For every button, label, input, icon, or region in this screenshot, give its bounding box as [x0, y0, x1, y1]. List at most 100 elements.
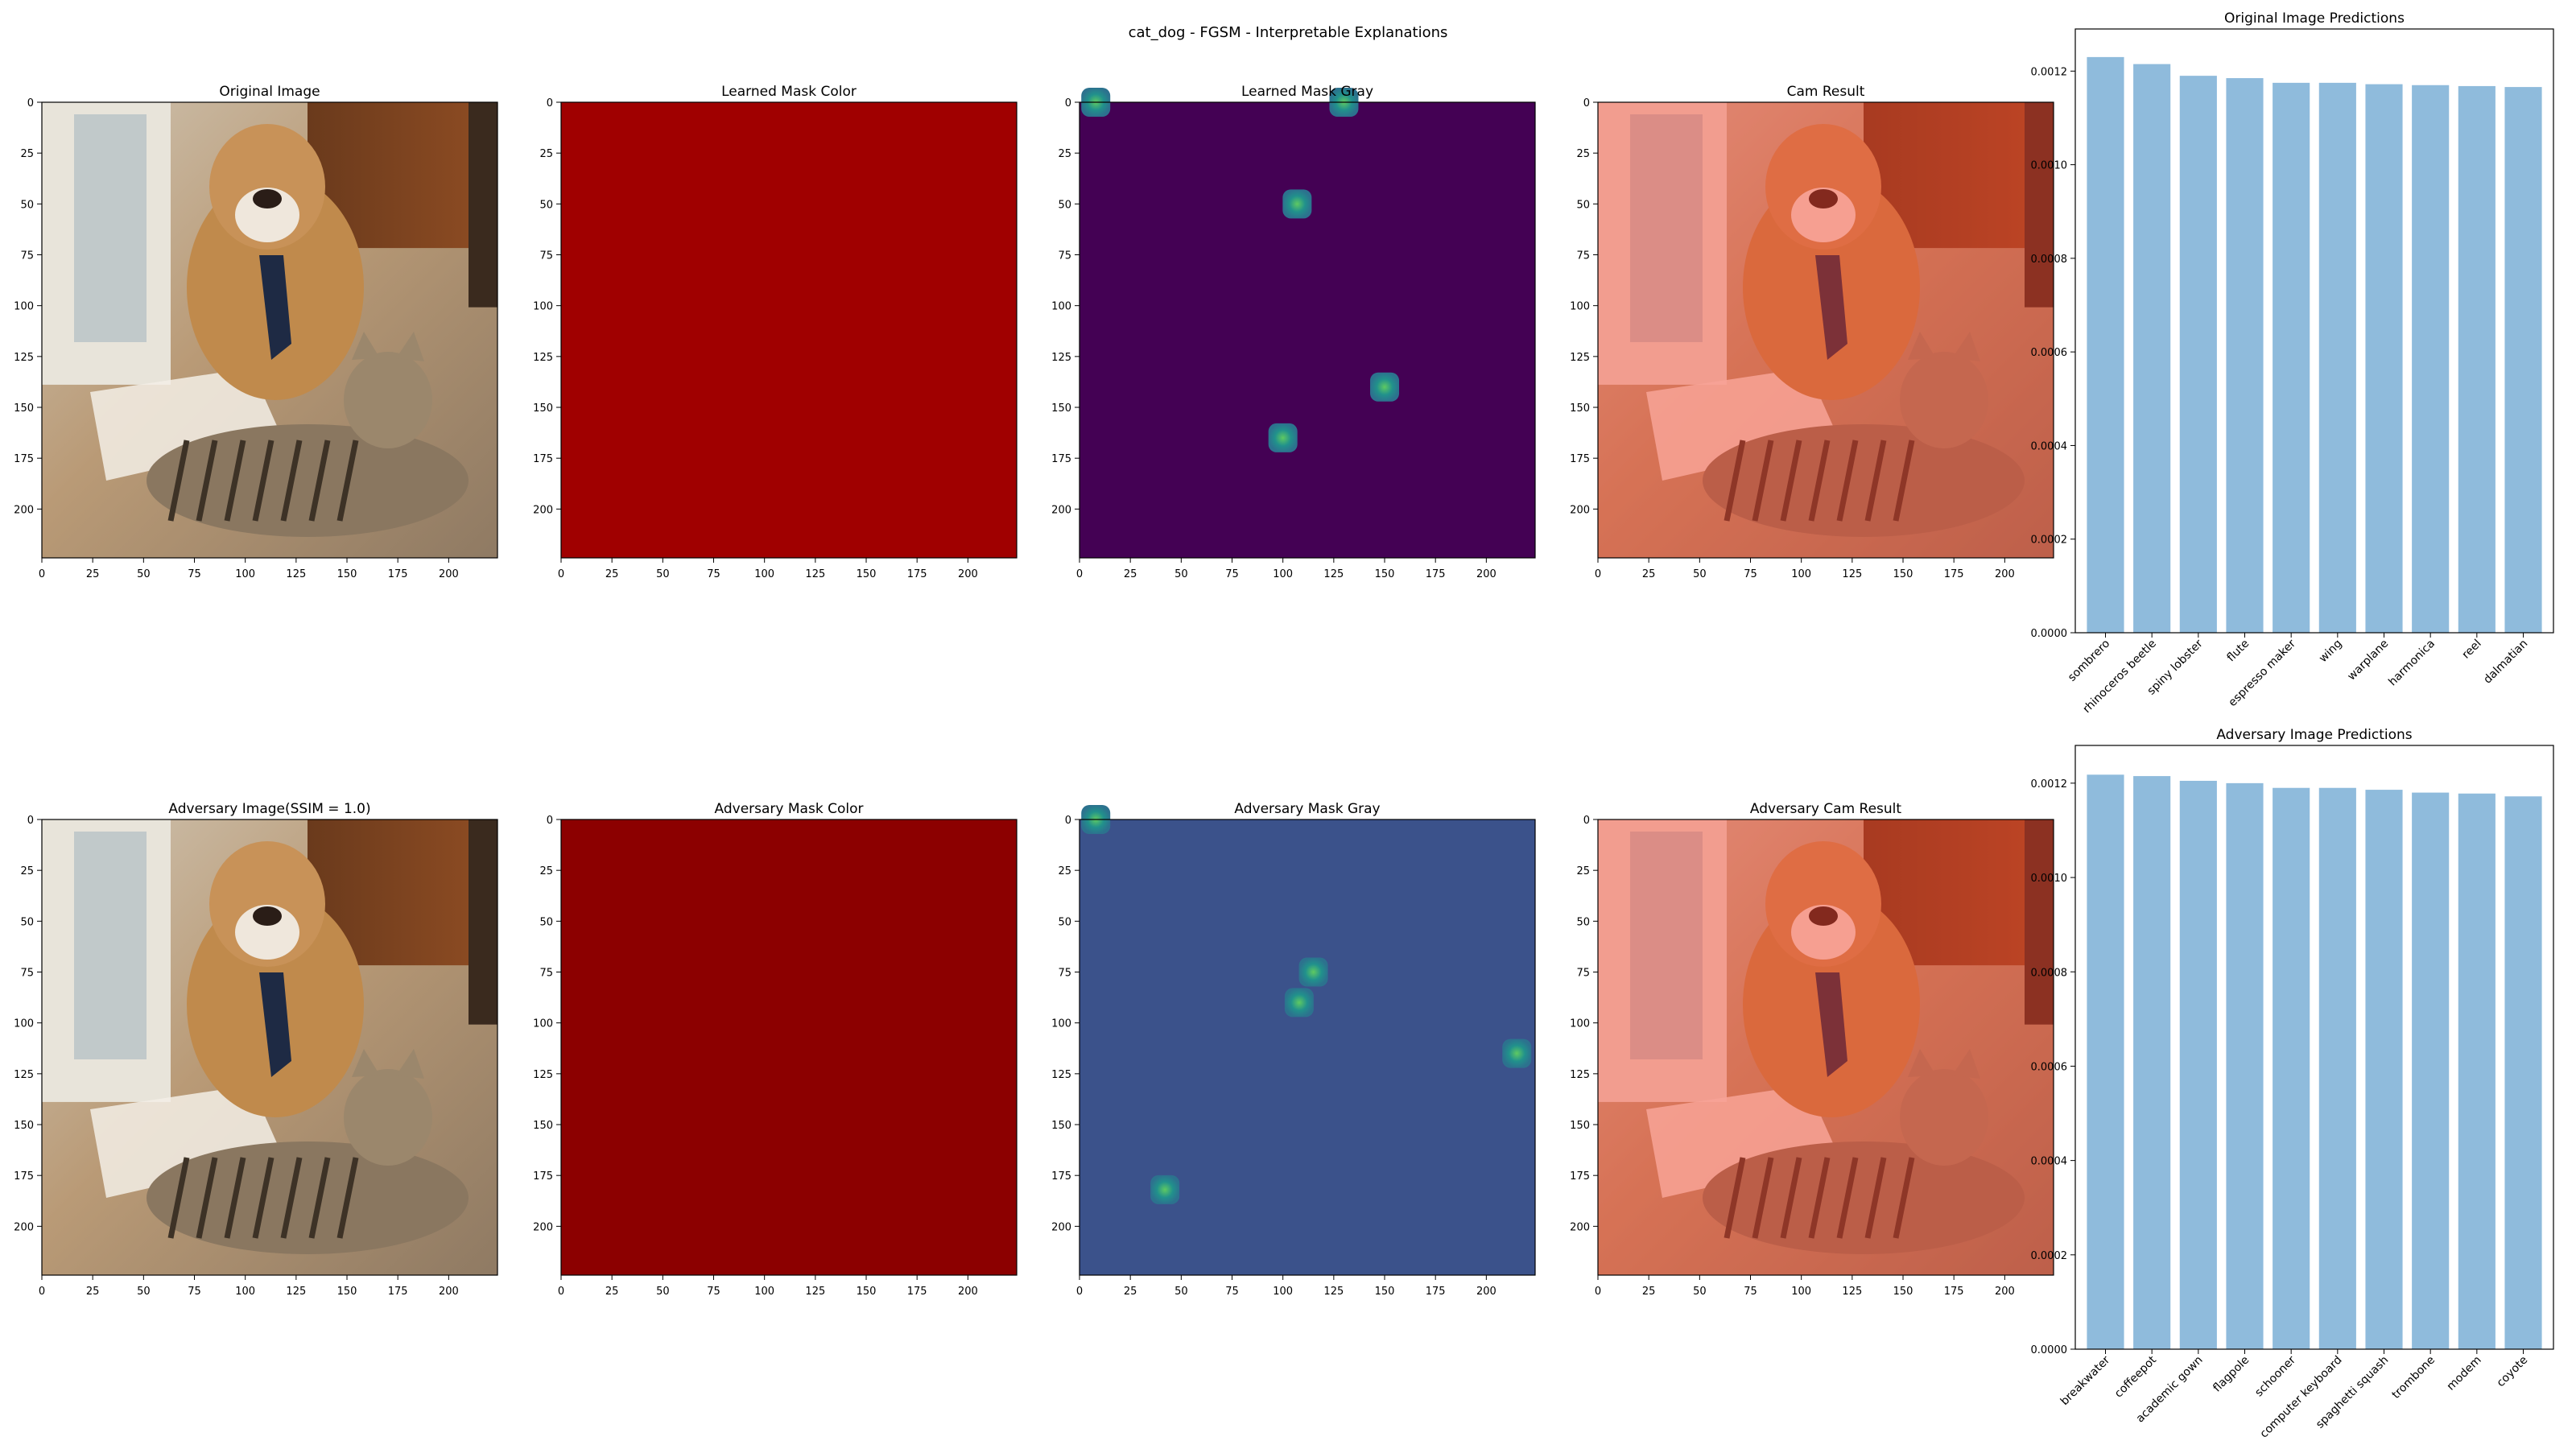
x-tick-label: 100 [1791, 568, 1811, 580]
y-tick-label: 0.0012 [2031, 778, 2068, 791]
y-tick-label: 175 [533, 453, 553, 465]
category-label: schooner [2252, 1353, 2298, 1399]
y-tick-label: 200 [14, 504, 34, 516]
cam-overlay [1598, 102, 2054, 558]
y-tick-label: 50 [1576, 199, 1590, 211]
bar [2458, 85, 2496, 633]
cat-head [1900, 352, 1988, 448]
dog-tie [259, 255, 291, 360]
y-tick-label: 125 [1570, 352, 1590, 364]
x-tick-label: 50 [137, 568, 151, 580]
category-label: sombrero [2066, 638, 2112, 684]
y-tick-label: 25 [20, 148, 34, 160]
x-tick-label: 175 [388, 568, 408, 580]
panel-mask-color-1: 0 0 25 25 50 50 75 75 100 100 125 125 150 150 175 175 20… [533, 84, 1018, 580]
cat-ear [1908, 1049, 1936, 1077]
mask-spot [1150, 1174, 1180, 1204]
y-tick-label: 25 [1058, 865, 1071, 877]
x-tick-label: 125 [1323, 568, 1344, 580]
y-tick-label: 25 [1058, 148, 1071, 160]
x-tick-label: 100 [235, 568, 255, 580]
category-label: warplane [2345, 638, 2391, 683]
x-tick-label: 75 [1744, 1286, 1757, 1298]
y-tick-label: 50 [1576, 916, 1590, 928]
axes-frame [41, 819, 498, 1276]
category-label: coyote [2495, 1354, 2531, 1390]
x-tick-label: 25 [86, 1286, 100, 1298]
cat-ear [396, 332, 424, 361]
y-tick-label: 0 [547, 815, 553, 827]
x-tick-label: 175 [1426, 1286, 1446, 1298]
bar [2412, 792, 2450, 1349]
x-tick-label: 25 [1642, 1286, 1656, 1298]
axes-frame [2074, 745, 2554, 1350]
y-tick-label: 0 [1583, 815, 1590, 827]
x-tick-label: 175 [1944, 568, 1964, 580]
category-label: reel [2460, 638, 2484, 662]
axes-frame [560, 101, 1018, 559]
chart-title: Original Image Predictions [2224, 10, 2405, 27]
panel-mask-gray-1: 0 0 25 25 50 50 75 75 100 100 125 125 150 150 175 175 20… [1051, 84, 1536, 580]
x-tick-label: 0 [1076, 1286, 1083, 1298]
x-tick-label: 125 [286, 568, 306, 580]
x-tick-label: 50 [137, 1286, 151, 1298]
x-tick-label: 200 [1476, 568, 1496, 580]
cat-stripe [252, 440, 275, 522]
x-tick-label: 200 [1995, 568, 2015, 580]
cat-stripe [1836, 1157, 1859, 1239]
dog-muzzle [1791, 905, 1856, 960]
window-glass [1630, 114, 1703, 342]
x-tick-label: 125 [805, 568, 825, 580]
cat-stripe [252, 1157, 275, 1239]
dog-muzzle [235, 188, 299, 242]
x-tick-label: 100 [1273, 1286, 1293, 1298]
y-tick-label: 100 [1051, 301, 1071, 313]
cat-stripe [1724, 1157, 1746, 1239]
cat-stripe [1893, 1157, 1915, 1239]
y-tick-label: 50 [1058, 916, 1071, 928]
x-tick-label: 175 [907, 1286, 927, 1298]
sunlight-patch [90, 368, 283, 481]
window-glass [1630, 832, 1703, 1059]
y-tick-label: 0.0004 [2031, 440, 2068, 452]
x-tick-label: 175 [907, 568, 927, 580]
x-tick-label: 125 [1842, 1286, 1862, 1298]
cat-head [344, 1069, 432, 1166]
cat-stripe [196, 1157, 218, 1239]
panel-title: Adversary Mask Gray [1234, 801, 1380, 817]
dog-nose [253, 189, 282, 208]
bar [2273, 82, 2310, 633]
x-tick-label: 50 [1693, 1286, 1707, 1298]
dog-nose [1809, 189, 1838, 208]
cat-ear [1908, 332, 1936, 360]
mask-spot [1370, 372, 1400, 402]
y-tick-label: 0 [27, 97, 34, 109]
dog-muzzle [235, 905, 299, 960]
category-label: dalmatian [2481, 638, 2530, 687]
cat-body [147, 1141, 469, 1254]
panel-title: Learned Mask Color [721, 84, 857, 100]
cat-stripe [224, 1157, 246, 1239]
x-tick-label: 200 [1476, 1286, 1496, 1298]
mask-gray-field [1080, 102, 1535, 558]
x-tick-label: 0 [39, 1286, 45, 1298]
figure-title: cat_dog - FGSM - Interpretable Explanati… [1128, 24, 1448, 41]
x-tick-label: 100 [754, 1286, 774, 1298]
y-tick-label: 125 [533, 1069, 553, 1081]
y-tick-label: 150 [14, 402, 34, 415]
x-tick-label: 0 [39, 568, 45, 580]
category-label: flute [2225, 638, 2252, 665]
x-tick-label: 150 [1893, 568, 1913, 580]
axes-frame [2074, 28, 2554, 634]
cat-stripe [308, 1157, 331, 1239]
bar [2504, 796, 2542, 1349]
y-tick-label: 0.0012 [2031, 66, 2068, 78]
dark-cabinet [2025, 819, 2054, 1025]
bar [2318, 787, 2356, 1349]
y-tick-label: 0.0008 [2031, 254, 2068, 266]
panel-mask-color-2: 0 0 25 25 50 50 75 75 100 100 125 125 150 150 175 175 20… [533, 801, 1018, 1298]
y-tick-label: 0 [1065, 815, 1071, 827]
y-tick-label: 0.0010 [2031, 873, 2068, 885]
y-tick-label: 25 [539, 865, 553, 877]
cat-stripe [1752, 1157, 1774, 1239]
